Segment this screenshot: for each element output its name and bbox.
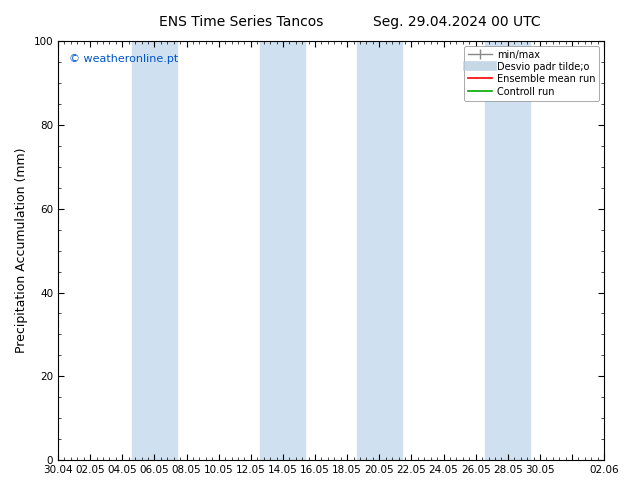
Text: Seg. 29.04.2024 00 UTC: Seg. 29.04.2024 00 UTC bbox=[373, 15, 540, 29]
Legend: min/max, Desvio padr tilde;o, Ensemble mean run, Controll run: min/max, Desvio padr tilde;o, Ensemble m… bbox=[464, 46, 599, 100]
Bar bbox=[132, 41, 177, 460]
Text: ENS Time Series Tancos: ENS Time Series Tancos bbox=[158, 15, 323, 29]
Text: © weatheronline.pt: © weatheronline.pt bbox=[69, 53, 178, 64]
Bar bbox=[485, 41, 530, 460]
Bar bbox=[261, 41, 306, 460]
Bar bbox=[357, 41, 402, 460]
Bar bbox=[614, 41, 630, 460]
Y-axis label: Precipitation Accumulation (mm): Precipitation Accumulation (mm) bbox=[15, 148, 28, 353]
